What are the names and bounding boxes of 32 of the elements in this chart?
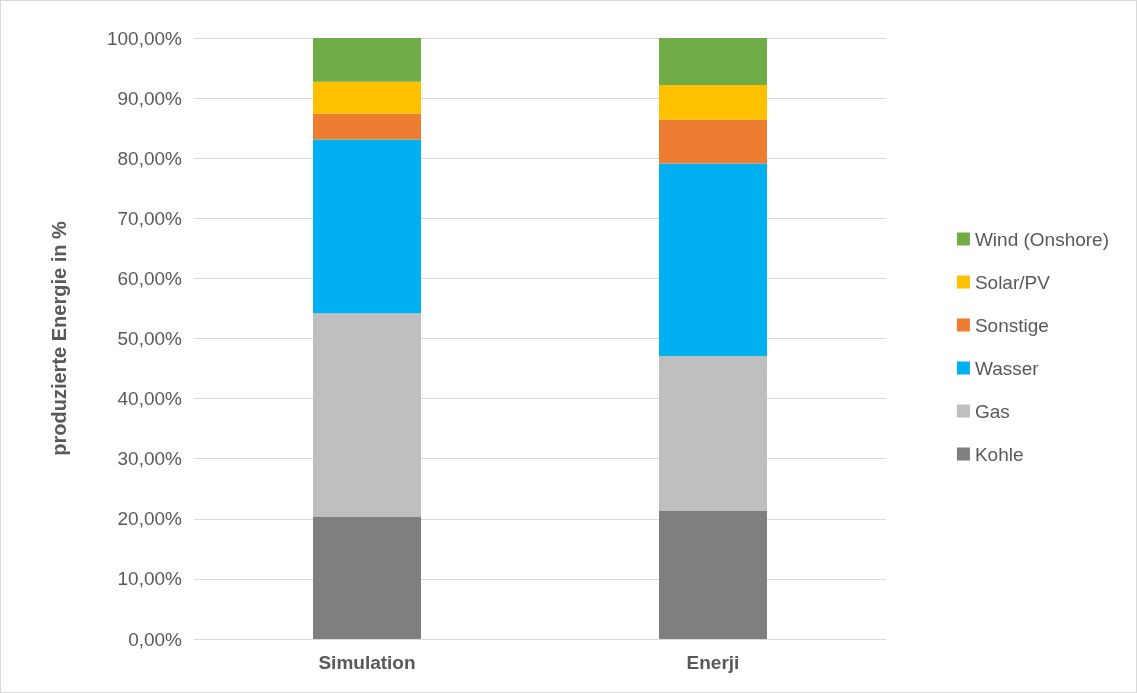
- legend-label: Solar/PV: [974, 271, 1051, 293]
- legend-label: Kohle: [974, 443, 1024, 465]
- bar: [313, 313, 421, 517]
- y-tick-label: 100,00%: [106, 27, 183, 49]
- bar: [659, 355, 767, 511]
- y-tick-label: 70,00%: [117, 207, 183, 229]
- bar: [313, 38, 421, 82]
- bar: [313, 139, 421, 314]
- y-tick-label: 90,00%: [117, 87, 183, 109]
- bar: [659, 510, 767, 639]
- y-tick-label: 0,00%: [128, 628, 183, 650]
- bar: [659, 38, 767, 85]
- y-tick-label: 30,00%: [117, 448, 183, 470]
- bar: [313, 81, 421, 114]
- bar: [659, 163, 767, 356]
- legend-label: Gas: [974, 400, 1010, 422]
- legend-label: Sonstige: [974, 314, 1049, 336]
- y-tick-label: 10,00%: [117, 568, 183, 590]
- bar: [313, 113, 421, 140]
- bar: [313, 516, 421, 639]
- bar: [659, 84, 767, 120]
- legend-label: Wind (Onshore): [974, 228, 1110, 250]
- y-tick-label: 20,00%: [117, 508, 183, 530]
- bar: [659, 119, 767, 164]
- x-tick-label: Enerji: [686, 652, 740, 673]
- legend-label: Wasser: [974, 357, 1040, 379]
- y-tick-label: 60,00%: [117, 267, 183, 289]
- y-tick-label: 80,00%: [117, 147, 183, 169]
- y-tick-label: 50,00%: [117, 328, 183, 349]
- y-tick-label: 40,00%: [117, 388, 183, 410]
- x-tick-label: Simulation: [318, 652, 416, 673]
- y-axis-title: produzierte Energie in %: [48, 221, 70, 456]
